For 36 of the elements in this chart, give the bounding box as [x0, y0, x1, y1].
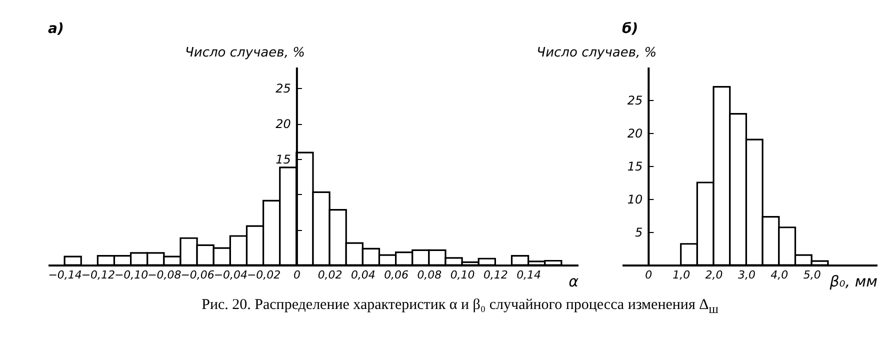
chart-title: б): [622, 21, 638, 37]
y-tick-label: 20: [276, 117, 292, 132]
x-tick-label: −0,02: [246, 268, 281, 282]
x-tick-label: −0,10: [114, 268, 148, 282]
y-tick-label: 5: [635, 226, 643, 240]
x-tick-label: 0,12: [483, 268, 508, 282]
x-tick-label: 4,0: [770, 268, 788, 282]
x-tick-label: 0: [645, 268, 652, 282]
y-tick-label: 15: [627, 160, 643, 174]
x-tick-label: 0,06: [384, 268, 409, 282]
x-tick-label: −0,08: [148, 268, 182, 282]
x-tick-label: 2,0: [705, 268, 723, 282]
x-tick-label: 0,14: [516, 268, 542, 282]
y-axis-title: Число случаев, %: [184, 46, 305, 60]
x-tick-label: −0,06: [180, 268, 214, 282]
x-tick-label: 0,02: [318, 268, 342, 282]
x-axis-title: α: [568, 272, 579, 290]
text: Рис. 20. Распределение характеристик α и β₀ случайного процесса изменения Δ$_{ш}$: [200, 296, 720, 318]
x-tick-label: 5,0: [803, 268, 821, 282]
x-tick-label: 0,10: [450, 268, 475, 282]
x-tick-label: 0,04: [350, 268, 376, 282]
y-tick-label: 25: [276, 82, 291, 96]
x-tick-label: 1,0: [672, 268, 690, 282]
x-tick-label: 3,0: [738, 268, 756, 282]
x-tick-label: 0,08: [417, 268, 442, 282]
y-tick-label: 25: [627, 94, 643, 108]
y-tick-label: 10: [627, 192, 644, 206]
chart-title: а): [48, 21, 64, 37]
x-tick-label: 0: [293, 268, 300, 282]
y-axis-title: Число случаев, %: [536, 46, 657, 60]
x-tick-label: −0,04: [214, 268, 248, 282]
x-tick-label: −0,12: [81, 268, 116, 282]
x-tick-label: −0,14: [48, 268, 82, 282]
x-axis-title: β₀, мм: [828, 272, 878, 290]
y-tick-label: 15: [276, 152, 291, 166]
y-tick-label: 20: [627, 126, 644, 140]
